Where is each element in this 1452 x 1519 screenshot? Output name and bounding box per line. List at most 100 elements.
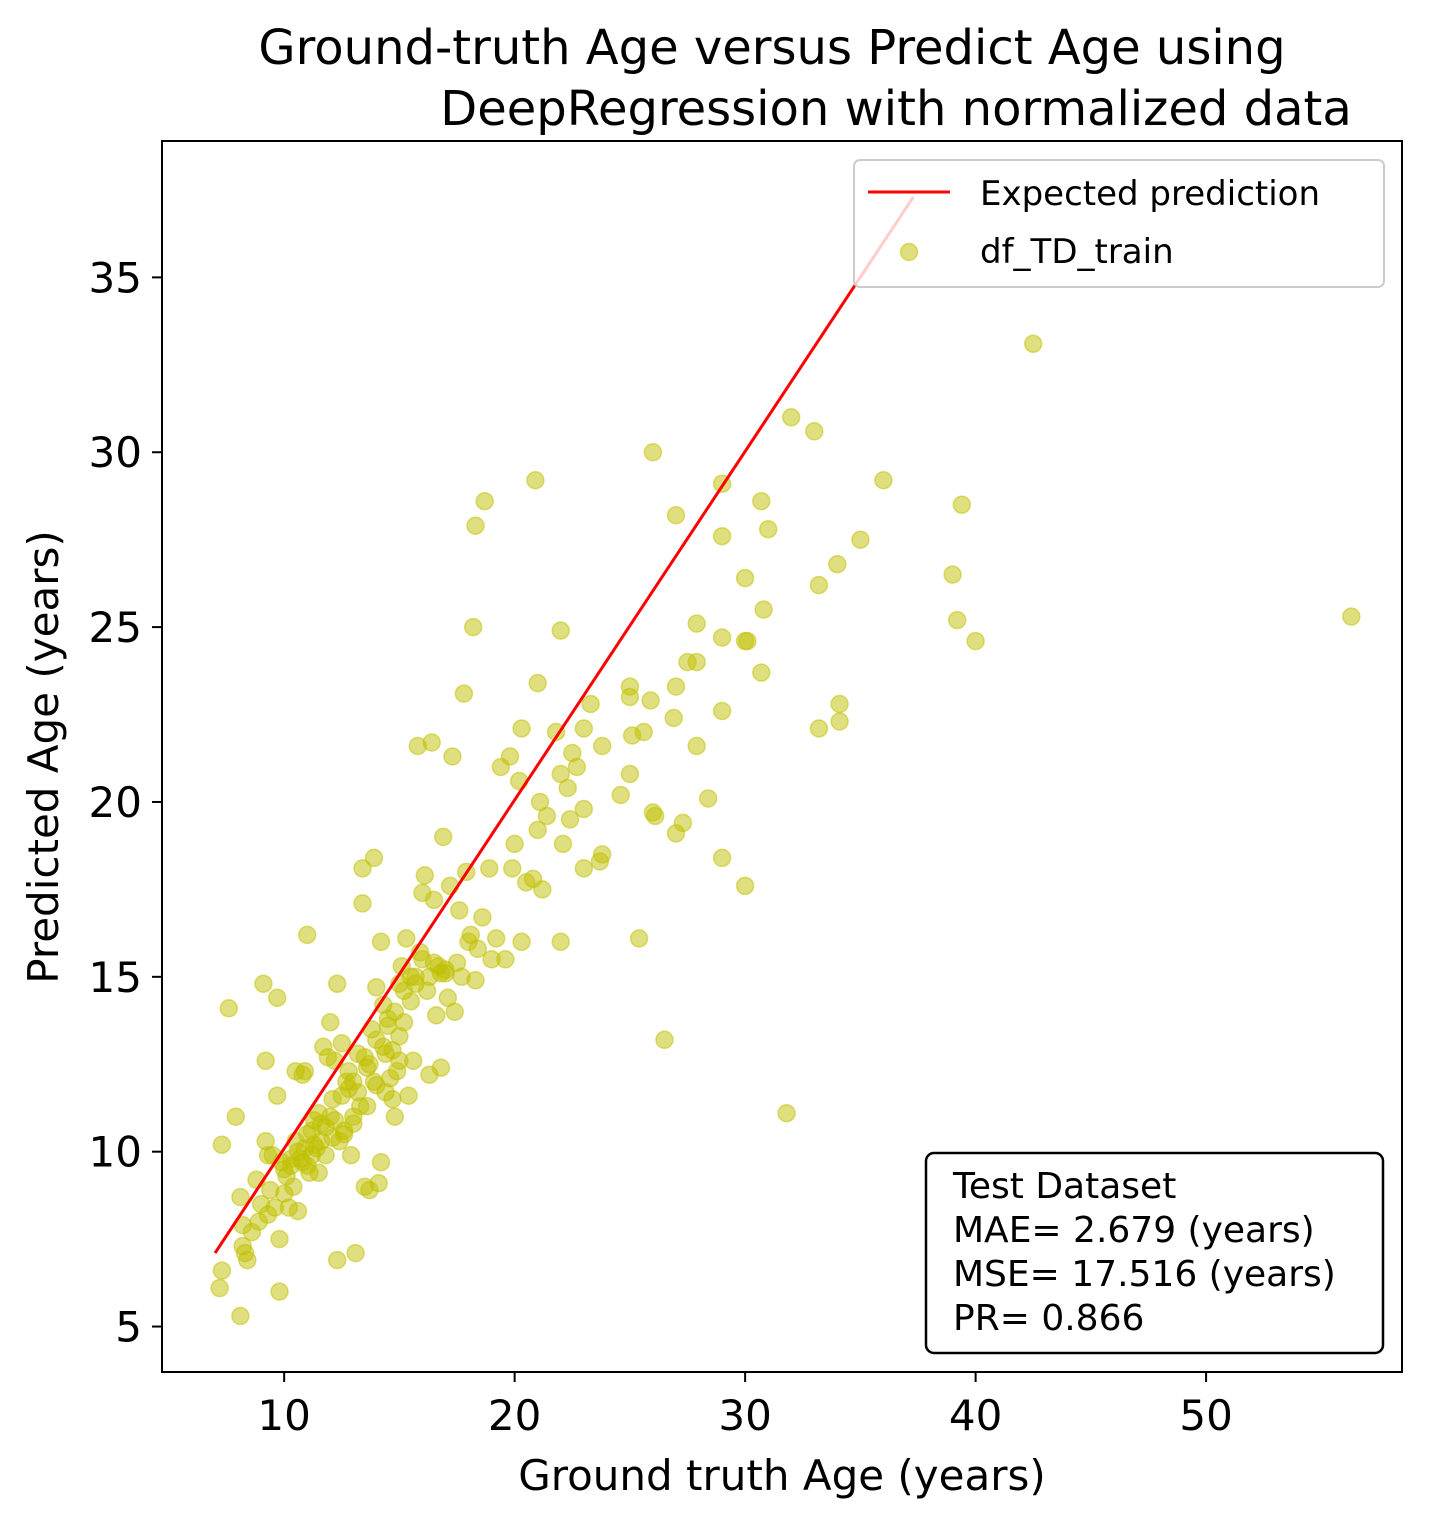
data-point [364,848,384,868]
chart-title-line-2: DeepRegression with normalized data [440,81,1351,137]
data-point [238,1250,257,1270]
data-point [256,1051,275,1071]
data-point [712,848,732,868]
data-point [666,677,686,696]
data-point [754,600,773,619]
data-point [309,1163,328,1182]
data-point [210,1278,229,1298]
data-point [805,422,824,441]
data-point [399,1086,418,1105]
data-point [687,614,706,633]
data-point [480,859,499,878]
stats-box: Test Dataset MAE= 2.679 (years) MSE= 17.… [924,1151,1385,1355]
data-point [311,1131,331,1151]
data-point [424,890,444,910]
data-point [422,733,441,752]
y-tick-label: 30 [89,428,142,477]
data-point [735,568,755,588]
y-tick-label: 5 [115,1303,142,1352]
data-point [666,505,686,525]
data-point [267,988,287,1008]
y-axis-ticks: 5 10 15 20 25 30 35 [89,253,162,1352]
data-point [809,719,829,738]
data-point [468,939,488,959]
data-point [473,908,492,927]
data-point [574,859,594,878]
data-point [297,925,317,945]
data-point [466,516,485,535]
chart-title-line-1: Ground-truth Age versus Predict Age usin… [258,20,1285,76]
data-point [712,701,732,721]
data-point [546,722,566,742]
data-point [738,631,757,651]
data-point [537,806,557,826]
y-tick-label: 35 [89,253,142,302]
data-point [367,978,386,997]
data-point [475,491,494,511]
data-point [267,1086,287,1105]
data-point [371,1152,391,1172]
data-point [431,1058,451,1077]
y-axis-label: Predicted Age (years) [19,530,68,983]
data-point [947,610,967,630]
data-point [270,1282,289,1301]
data-point [288,1201,308,1221]
data-point [634,722,653,742]
data-point [466,971,485,990]
axes-frame [161,140,1403,1373]
data-point [551,932,570,952]
data-point [1342,607,1361,626]
data-point [433,827,453,847]
data-point [509,771,529,791]
data-point [231,1306,250,1326]
data-point [332,1034,352,1053]
data-point [528,820,547,840]
data-point [321,1013,340,1032]
data-point [212,1261,232,1280]
y-tick-label: 20 [89,778,142,827]
data-point [966,631,985,651]
data-point [592,736,612,756]
data-point [302,1145,322,1165]
data-point [643,442,663,462]
data-point [450,901,469,920]
data-point [270,1229,289,1249]
data-point [505,834,524,854]
data-point [284,1177,303,1196]
data-point [332,1086,352,1105]
data-point [712,526,732,546]
stats-mae: MAE= 2.679 (years) [953,1210,1315,1251]
legend-scatter-label: df_TD_train [980,232,1174,272]
data-point [1023,334,1043,354]
data-point [415,866,435,885]
data-point [560,810,580,829]
legend: Expected prediction df_TD_train [853,159,1385,288]
x-tick-label: 10 [257,1391,310,1440]
data-point [364,1072,384,1091]
data-point [758,519,778,539]
x-tick-label: 20 [488,1391,541,1440]
y-tick-label: 10 [89,1128,142,1177]
data-point [327,1250,347,1270]
data-point [526,470,545,490]
data-point [620,687,640,707]
data-point [641,691,660,710]
data-point [353,894,372,913]
data-point [436,960,455,980]
data-point [558,778,577,798]
data-point [346,1243,365,1263]
stats-title: Test Dataset [952,1166,1176,1207]
data-point [673,813,693,833]
data-point [830,694,849,714]
data-point [943,565,962,584]
data-point [443,747,462,766]
y-tick-label: 15 [89,953,142,1002]
expected-prediction-line [213,196,915,1254]
legend-scatter-swatch [899,242,919,262]
data-point [655,1030,674,1050]
data-point [512,719,531,738]
data-point [574,799,594,819]
data-point [574,719,594,738]
data-point [551,621,570,640]
